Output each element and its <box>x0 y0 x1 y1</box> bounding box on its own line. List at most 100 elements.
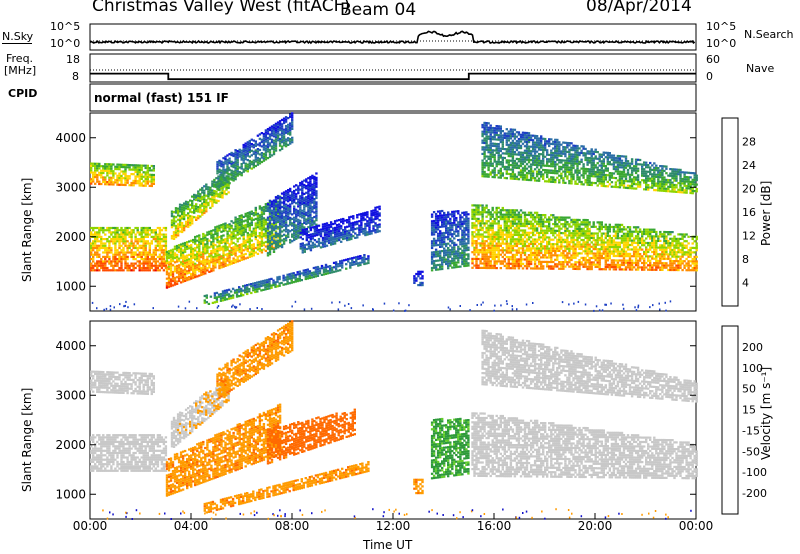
data-cell-power <box>285 206 287 208</box>
data-cell-power <box>157 267 159 269</box>
data-cell-power <box>108 256 110 258</box>
data-cell-power <box>124 177 126 179</box>
data-cell-power <box>337 265 339 267</box>
data-cell-power <box>326 227 328 229</box>
data-cell-power <box>285 192 287 194</box>
data-cell-power <box>90 263 92 265</box>
data-cell-power <box>124 265 126 267</box>
data-cell-power <box>149 234 151 236</box>
data-cell-power <box>275 127 277 129</box>
data-cell-power <box>155 231 157 233</box>
data-cell-power <box>224 254 226 256</box>
data-cell-power <box>336 233 338 235</box>
data-cell-power <box>98 231 100 233</box>
data-cell-power <box>124 236 126 238</box>
data-cell-power <box>291 117 293 119</box>
data-cell-power <box>370 232 372 234</box>
data-cell-power <box>124 227 126 229</box>
data-cell-power <box>245 143 247 145</box>
data-cell-power <box>104 168 106 170</box>
data-cell-power <box>175 216 177 218</box>
data-cell-power <box>305 196 307 198</box>
data-cell-power <box>104 163 106 165</box>
data-cell-power <box>149 269 151 271</box>
data-cell-power <box>102 231 104 233</box>
data-cell-power <box>234 163 236 165</box>
data-cell-power <box>305 203 307 205</box>
data-cell-power <box>184 246 186 248</box>
data-cell-power <box>234 174 236 176</box>
data-cell-power <box>174 270 176 272</box>
data-cell-power <box>376 213 378 215</box>
data-cell-power <box>124 240 126 242</box>
data-cell-power <box>245 228 247 230</box>
data-cell-power <box>155 267 157 269</box>
data-cell-power <box>306 232 308 234</box>
data-cell-power <box>265 158 267 160</box>
data-cell-power <box>195 208 197 210</box>
data-cell-power <box>305 198 307 200</box>
data-cell-power <box>104 265 106 267</box>
data-cell-power <box>134 234 136 236</box>
data-cell-power <box>224 263 226 265</box>
data-cell-power <box>194 272 196 274</box>
data-cell-power <box>139 171 141 173</box>
data-cell-power <box>205 195 207 197</box>
data-cell-power <box>214 253 216 255</box>
data-cell-power <box>110 168 112 170</box>
data-cell-power <box>114 236 116 238</box>
data-cell-power <box>255 160 257 162</box>
data-cell-power <box>204 270 206 272</box>
data-cell-power <box>124 182 126 184</box>
data-cell-power <box>149 260 151 262</box>
data-cell-power <box>276 285 278 287</box>
data-cell-power <box>134 227 136 229</box>
data-cell-power <box>194 276 196 278</box>
data-cell-power <box>315 201 317 203</box>
data-cell-power <box>112 175 114 177</box>
data-cell-power <box>149 249 151 251</box>
data-cell-power <box>276 276 278 278</box>
data-cell-power <box>228 257 230 259</box>
data-cell-power <box>98 249 100 251</box>
data-cell-power <box>132 173 134 175</box>
data-cell-power <box>151 242 153 244</box>
data-cell-power <box>265 205 267 207</box>
data-cell-power <box>285 141 287 143</box>
data-cell-power <box>306 235 308 237</box>
data-cell-power <box>139 265 141 267</box>
data-cell-power <box>118 173 120 175</box>
data-cell-power <box>147 165 149 167</box>
data-cell-power <box>275 198 277 200</box>
data-cell-power <box>285 237 287 239</box>
data-cell-power <box>106 254 108 256</box>
data-cell-power <box>255 234 257 236</box>
data-cell-power <box>184 266 186 268</box>
data-cell-power <box>92 249 94 251</box>
data-cell-power <box>181 222 183 224</box>
data-cell-power <box>126 182 128 184</box>
data-cell-power <box>237 161 239 163</box>
data-cell-power <box>245 149 247 151</box>
data-cell-power <box>92 256 94 258</box>
data-cell-power <box>255 214 257 216</box>
data-cell-power <box>285 143 287 145</box>
data-cell-power <box>204 239 206 241</box>
data-cell-power <box>120 260 122 262</box>
data-cell-power <box>336 231 338 233</box>
data-cell-power <box>161 247 163 249</box>
data-cell-power <box>267 237 269 239</box>
data-cell-power <box>195 203 197 205</box>
data-cell-power <box>204 252 206 254</box>
data-cell-power <box>285 197 287 199</box>
data-cell-power <box>226 177 228 179</box>
data-cell-power <box>204 248 206 250</box>
data-cell-power <box>246 291 248 293</box>
data-cell-power <box>305 212 307 214</box>
data-cell-power <box>358 234 360 236</box>
data-cell-power <box>291 112 293 114</box>
data-cell-power <box>145 254 147 256</box>
data-cell-power <box>291 114 293 116</box>
data-cell-power <box>114 254 116 256</box>
data-cell-power <box>245 240 247 242</box>
